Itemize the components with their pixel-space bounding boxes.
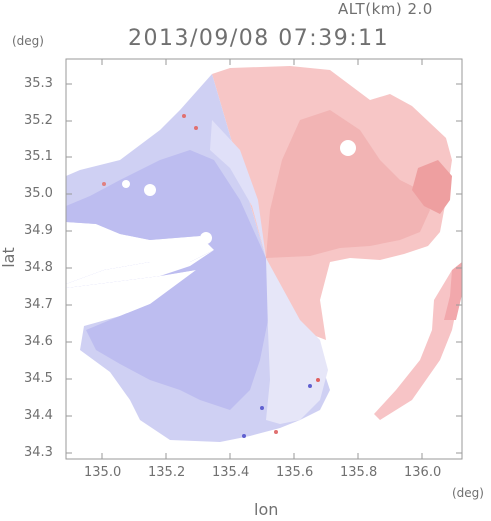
speckle [308, 384, 312, 388]
approaching-region-inner [210, 120, 266, 258]
x-tick-label: 136.0 [404, 465, 442, 480]
x-tick-label: 135.6 [276, 465, 314, 480]
approaching-region-strong [66, 150, 270, 410]
no-echo-hole [144, 184, 156, 196]
no-echo-hole [200, 232, 212, 244]
y-tick-label: 35.3 [24, 76, 53, 91]
speckle [316, 378, 320, 382]
y-tick-label: 34.3 [24, 445, 53, 460]
plot-frame [65, 58, 463, 460]
receding-fringe [374, 270, 462, 420]
x-unit-label: (deg) [452, 486, 484, 500]
x-tick-label: 135.0 [84, 465, 122, 480]
x-axis-label: lon [254, 500, 279, 519]
speckle [242, 434, 246, 438]
y-tick-label: 34.6 [24, 334, 53, 349]
y-tick-label: 35.0 [24, 186, 53, 201]
speckle [194, 126, 198, 130]
y-tick-label: 34.5 [24, 371, 53, 386]
no-echo-hole [122, 180, 130, 188]
x-tick-label: 135.4 [212, 465, 250, 480]
y-tick-label: 35.2 [24, 113, 53, 128]
y-tick-marks [66, 83, 462, 454]
y-tick-label: 34.9 [24, 223, 53, 238]
x-tick-marks [101, 59, 423, 459]
speckle [274, 430, 278, 434]
no-echo-notch [66, 250, 214, 288]
y-tick-label: 34.7 [24, 297, 53, 312]
speckle [102, 182, 106, 186]
x-tick-label: 135.2 [148, 465, 186, 480]
velocity-field [66, 66, 462, 442]
timestamp: 2013/09/08 07:39:11 [128, 26, 390, 51]
receding-region-core [266, 110, 430, 258]
x-tick-label: 135.8 [340, 465, 378, 480]
y-unit-label: (deg) [12, 34, 44, 48]
near-zero-band [266, 258, 328, 424]
y-tick-label: 35.1 [24, 149, 53, 164]
y-tick-label: 34.8 [24, 260, 53, 275]
no-echo-hole [340, 140, 356, 156]
speckle [260, 406, 264, 410]
speckle [182, 114, 186, 118]
receding-region-far [412, 160, 452, 214]
altitude-label: ALT(km) 2.0 [338, 0, 433, 18]
y-tick-label: 34.4 [24, 408, 53, 423]
